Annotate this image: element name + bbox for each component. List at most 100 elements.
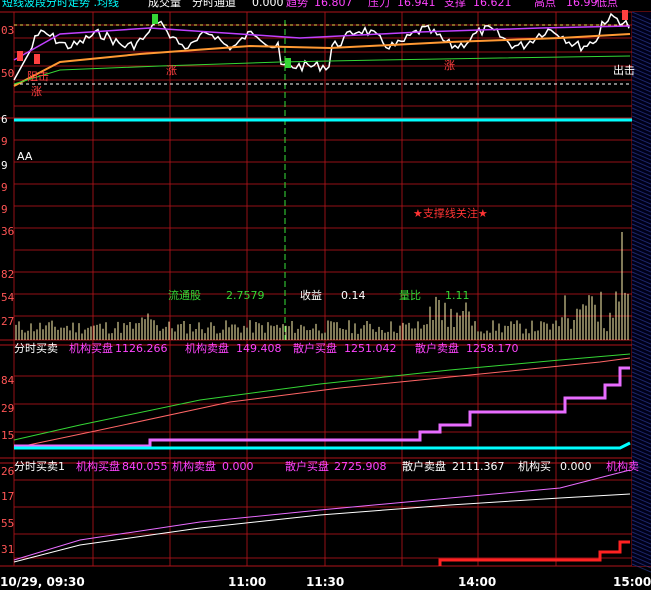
panel4-inst-buy-value: 840.055 xyxy=(122,460,168,473)
hatch-stroke xyxy=(631,187,651,197)
hatch-stroke xyxy=(631,363,651,373)
hatch-stroke xyxy=(631,159,651,169)
hatch-stroke xyxy=(631,343,651,353)
hatch-stroke xyxy=(631,127,651,137)
panel4-scale-3: 55 xyxy=(1,517,14,530)
hatch-stroke xyxy=(631,355,651,365)
hatch-stroke xyxy=(631,519,651,529)
hatch-stroke xyxy=(631,31,651,41)
hatch-stroke xyxy=(631,183,651,193)
panel4-scale-1: 26 xyxy=(1,465,14,478)
panel4-inst-buy2-value: 0.000 xyxy=(560,460,592,473)
hatch-stroke xyxy=(631,11,651,21)
hatch-stroke xyxy=(631,351,651,361)
hatch-stroke xyxy=(631,283,651,293)
panel4-inst-sell-label: 机构卖盘 xyxy=(172,459,216,473)
vol-scale-6: 82 xyxy=(1,268,14,281)
panel4-retail-buy-value: 2725.908 xyxy=(334,460,387,473)
hatch-stroke xyxy=(631,319,651,329)
panel3-cyan-line xyxy=(14,441,631,450)
panel4-inst-sell2-label: 机构卖 xyxy=(606,459,639,473)
hatch-stroke xyxy=(631,19,651,29)
panel4-inst-buy2-label: 机构买 xyxy=(518,459,551,473)
top-panel-header: 短线波段分时走势 .均线 成交量 分时通道 0.000 趋势 16.807 压力… xyxy=(2,0,618,9)
hatch-stroke xyxy=(631,455,651,465)
hatch-stroke xyxy=(631,539,651,549)
pressure-value: 16.941 xyxy=(397,0,436,9)
top-item-name: 分时通道 xyxy=(192,0,236,9)
hatch-stroke xyxy=(631,147,651,157)
hatch-stroke xyxy=(631,99,651,109)
panel3-scale-2: 29 xyxy=(1,402,14,415)
signal-exit-label: 出击 xyxy=(613,63,635,77)
panel3-inst-buy-label: 机构买盘 xyxy=(69,341,113,355)
hatch-stroke xyxy=(631,175,651,185)
hatch-stroke xyxy=(631,359,651,369)
panel4-scale-2: 17 xyxy=(1,490,14,503)
hatch-stroke xyxy=(631,203,651,213)
hatch-stroke xyxy=(631,207,651,217)
hatch-stroke xyxy=(631,79,651,89)
support-value: 16.621 xyxy=(473,0,512,9)
hatch-stroke xyxy=(631,547,651,557)
right-margin-hatch xyxy=(631,11,651,573)
hatch-stroke xyxy=(631,467,651,477)
hatch-stroke xyxy=(631,419,651,429)
top-scale-label-4: 6 xyxy=(1,113,8,126)
hatch-stroke xyxy=(631,295,651,305)
vol-scale-1: 9 xyxy=(1,135,8,148)
hatch-stroke xyxy=(631,191,651,201)
hatch-stroke xyxy=(631,155,651,165)
hatch-stroke xyxy=(631,347,651,357)
panel4-scale-4: 31 xyxy=(1,543,14,556)
panel4-white-line xyxy=(13,493,631,563)
hatch-stroke xyxy=(631,35,651,45)
signal-right-tag: 涨 xyxy=(444,59,455,72)
hatch-stroke xyxy=(631,491,651,501)
hatch-stroke xyxy=(631,267,651,277)
low-label: 低点 xyxy=(596,0,618,9)
hatch-stroke xyxy=(631,303,651,313)
volume-ratio-value: 1.11 xyxy=(445,289,470,302)
hatch-stroke xyxy=(631,27,651,37)
hatch-stroke xyxy=(631,139,651,149)
hatch-stroke xyxy=(631,331,651,341)
earnings-value: 0.14 xyxy=(341,289,366,302)
signal-arrow-icon-1 xyxy=(34,54,40,64)
hatch-stroke xyxy=(631,115,651,125)
hatch-stroke xyxy=(631,243,651,253)
hatch-stroke xyxy=(631,219,651,229)
hatch-stroke xyxy=(631,23,651,33)
hatch-stroke xyxy=(631,447,651,457)
hatch-stroke xyxy=(631,443,651,453)
hatch-stroke xyxy=(631,555,651,565)
panel4-inst-sell-value: 0.000 xyxy=(222,460,254,473)
hatch-stroke xyxy=(631,371,651,381)
hatch-stroke xyxy=(631,235,651,245)
time-tick-1400: 14:00 xyxy=(458,575,496,589)
hatch-stroke xyxy=(631,559,651,569)
hatch-stroke xyxy=(631,515,651,525)
time-tick-1500: 15:00 xyxy=(613,575,651,589)
hatch-stroke xyxy=(631,335,651,345)
hatch-stroke xyxy=(631,271,651,281)
hatch-stroke xyxy=(631,167,651,177)
hatch-stroke xyxy=(631,83,651,93)
hatch-stroke xyxy=(631,411,651,421)
panel4-left-scale: 26 17 55 31 xyxy=(1,465,14,556)
panel3-left-scale: 84 29 15 xyxy=(1,374,15,442)
float-shares-value: 2.7579 xyxy=(226,289,265,302)
hatch-stroke xyxy=(631,459,651,469)
panel3-retail-sell-value: 1258.170 xyxy=(466,342,519,355)
panel3-retail-sell-label: 散户卖盘 xyxy=(415,341,459,355)
hatch-stroke xyxy=(631,407,651,417)
hatch-stroke xyxy=(631,239,651,249)
signal-left-tag: 涨 xyxy=(31,85,42,98)
hatch-stroke xyxy=(631,435,651,445)
hatch-stroke xyxy=(631,507,651,517)
hatch-stroke xyxy=(631,543,651,553)
hatch-stroke xyxy=(631,503,651,513)
volume-panel-labels: AA ★支撑线关注★ 流通股 2.7579 收益 0.14 量比 1.11 xyxy=(17,150,488,302)
hatch-stroke xyxy=(631,439,651,449)
